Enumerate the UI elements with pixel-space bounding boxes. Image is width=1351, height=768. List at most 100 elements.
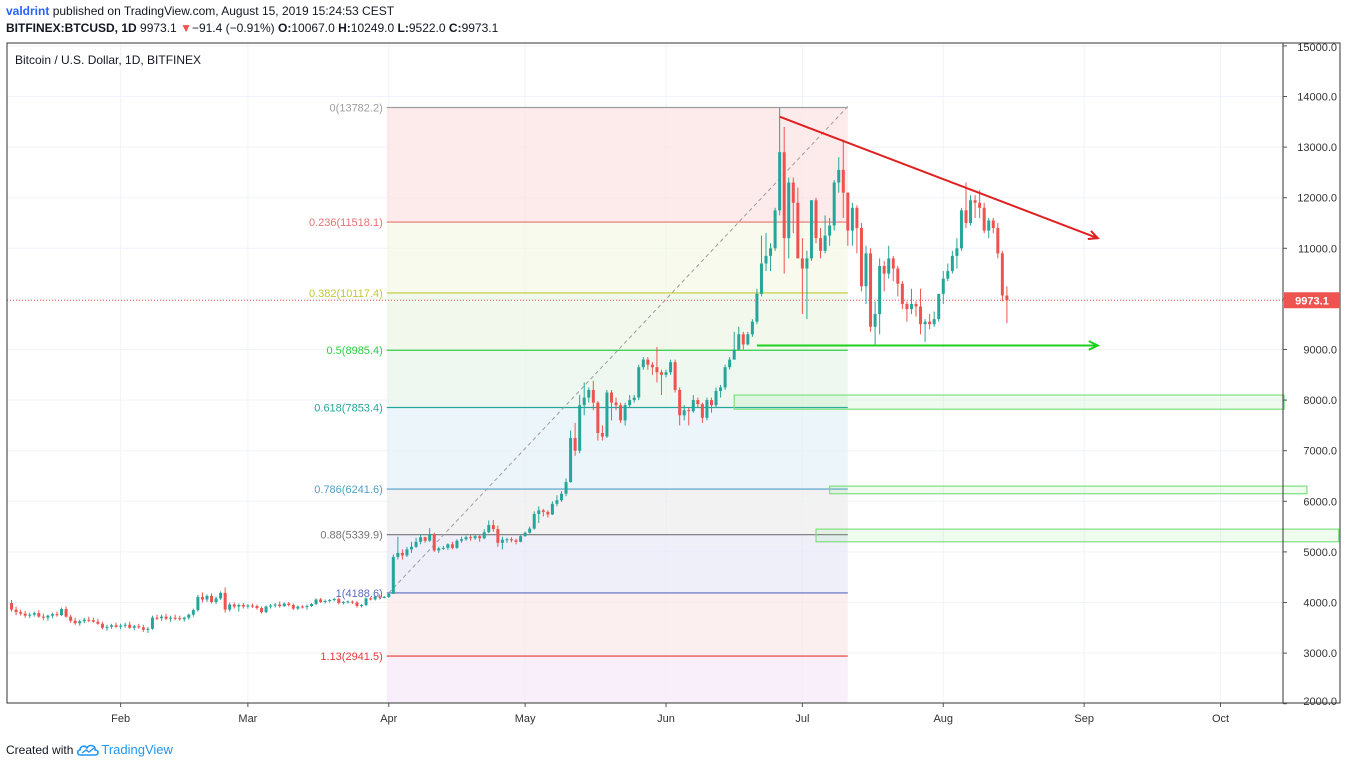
candle-body bbox=[73, 620, 77, 624]
candle-body bbox=[119, 625, 123, 627]
candle-body bbox=[759, 263, 763, 294]
candle-body bbox=[837, 169, 841, 183]
candle-body bbox=[328, 599, 332, 601]
ohlc-low-value: 9522.0 bbox=[408, 21, 446, 35]
candle-body bbox=[982, 207, 986, 231]
candle-body bbox=[160, 616, 164, 619]
candle-body bbox=[769, 248, 773, 256]
candle-body bbox=[859, 228, 863, 287]
fib-band bbox=[386, 489, 848, 535]
candle-body bbox=[550, 503, 554, 515]
ohlc-close-value: 9973.1 bbox=[461, 21, 499, 35]
candle-body bbox=[700, 404, 704, 418]
candle-body bbox=[578, 405, 582, 451]
candle-body bbox=[1000, 253, 1004, 296]
candle-body bbox=[900, 283, 904, 304]
candle-body bbox=[573, 438, 577, 451]
candle-body bbox=[46, 615, 50, 618]
candle-body bbox=[246, 605, 250, 607]
candle-body bbox=[696, 400, 700, 405]
candle-body bbox=[619, 405, 623, 421]
tradingview-brand: TradingView bbox=[101, 742, 173, 757]
candle-body bbox=[741, 334, 745, 345]
candle-body bbox=[437, 548, 441, 551]
candle-body bbox=[469, 537, 473, 539]
fib-level-label: 0.618(7853.4) bbox=[314, 403, 383, 415]
chart-title: Bitcoin / U.S. Dollar, 1D, BITFINEX bbox=[15, 53, 201, 67]
candle-body bbox=[723, 367, 727, 388]
candle-body bbox=[614, 402, 618, 406]
candle-body bbox=[646, 359, 650, 365]
candle-body bbox=[100, 623, 104, 628]
candle-body bbox=[923, 321, 927, 325]
y-tick-label: 8000.0 bbox=[1303, 395, 1337, 407]
support-zone bbox=[733, 394, 1285, 410]
candle-body bbox=[678, 389, 682, 416]
candle-body bbox=[428, 534, 432, 541]
price-chart[interactable]: 0(13782.2) 0.236(11518.1) 0.382(10117.4) 0.… bbox=[0, 0, 1351, 740]
x-tick-label: Mar bbox=[238, 713, 257, 725]
support-zone bbox=[829, 485, 1308, 495]
fib-level-label: 0.786(6241.6) bbox=[314, 484, 383, 496]
last-price: 9973.1 bbox=[140, 21, 177, 35]
candle-body bbox=[564, 482, 568, 494]
author-link[interactable]: valdrint bbox=[6, 4, 50, 18]
candle-body bbox=[123, 624, 127, 626]
tradingview-logo[interactable]: TradingView bbox=[77, 742, 173, 757]
candle-body bbox=[787, 182, 791, 239]
candle-body bbox=[887, 258, 891, 274]
candle-body bbox=[778, 152, 782, 211]
candle-body bbox=[10, 603, 14, 610]
resistance-trendline bbox=[779, 115, 1099, 240]
candle-body bbox=[350, 601, 354, 603]
fib-band bbox=[386, 350, 848, 408]
candle-body bbox=[950, 255, 954, 272]
candle-body bbox=[655, 367, 659, 373]
candle-body bbox=[205, 595, 209, 600]
candle-body bbox=[460, 539, 463, 541]
candle-body bbox=[928, 321, 932, 325]
x-tick-label: Apr bbox=[380, 713, 397, 725]
candle-body bbox=[28, 614, 32, 616]
candle-body bbox=[373, 596, 377, 600]
candle-body bbox=[319, 599, 323, 602]
candle-body bbox=[114, 625, 118, 627]
candle-body bbox=[987, 220, 991, 231]
price-change: −91.4 (−0.91%) bbox=[191, 21, 275, 35]
candle-body bbox=[214, 598, 218, 602]
candle-body bbox=[32, 613, 36, 615]
candle-body bbox=[937, 293, 941, 320]
candle-body bbox=[87, 619, 91, 621]
published-text: published on TradingView.com, August 15,… bbox=[52, 4, 395, 18]
candle-body bbox=[496, 529, 500, 543]
candle-body bbox=[355, 602, 359, 607]
candle-body bbox=[973, 200, 977, 203]
candle-body bbox=[832, 182, 836, 226]
candle-body bbox=[228, 604, 232, 610]
candle-body bbox=[500, 539, 504, 543]
candle-body bbox=[450, 544, 454, 548]
candle-body bbox=[37, 613, 41, 617]
candle-body bbox=[609, 392, 613, 403]
candle-body bbox=[273, 604, 277, 606]
candle-body bbox=[896, 268, 900, 284]
candle-body bbox=[841, 169, 845, 193]
candle-body bbox=[128, 624, 132, 628]
candle-body bbox=[664, 372, 668, 375]
symbol-line: BITFINEX:BTCUSD, 1D 9973.1 ▼−91.4 (−0.91… bbox=[6, 21, 498, 35]
candle-body bbox=[410, 546, 414, 550]
candle-body bbox=[978, 202, 982, 208]
candle-body bbox=[200, 596, 204, 600]
candle-body bbox=[682, 410, 686, 416]
candle-body bbox=[241, 605, 245, 607]
candle-body bbox=[260, 608, 264, 613]
candle-body bbox=[823, 235, 827, 251]
candle-body bbox=[514, 540, 518, 542]
candle-body bbox=[650, 364, 654, 368]
candle-body bbox=[946, 271, 950, 279]
candle-body bbox=[850, 207, 854, 231]
candle-body bbox=[473, 536, 477, 539]
symbol-label: BITFINEX:BTCUSD, 1D bbox=[6, 21, 137, 35]
candle-body bbox=[796, 202, 800, 259]
candle-body bbox=[400, 552, 404, 556]
